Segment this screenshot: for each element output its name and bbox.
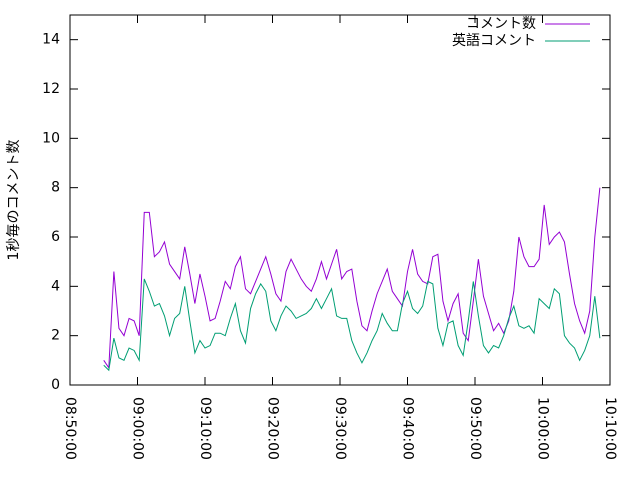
legend-label: 英語コメント [452, 32, 536, 49]
x-tick-label: 09:10:00 [197, 397, 213, 460]
x-tick-label: 10:00:00 [535, 397, 551, 460]
x-tick-label: 10:10:00 [602, 397, 618, 460]
y-tick-label: 6 [51, 229, 60, 245]
y-tick-label: 2 [51, 328, 60, 344]
y-tick-label: 4 [51, 278, 60, 294]
y-tick-label: 14 [42, 32, 60, 48]
plot-frame [69, 14, 611, 386]
x-tick-label: 09:40:00 [400, 397, 416, 460]
x-tick-label: 08:50:00 [62, 397, 78, 460]
x-tick-label: 09:00:00 [130, 397, 146, 460]
x-tick-label: 09:50:00 [467, 397, 483, 460]
y-tick-label: 0 [51, 377, 60, 393]
x-tick-label: 09:20:00 [265, 397, 281, 460]
series-line [103, 278, 601, 372]
y-tick-label: 12 [42, 81, 60, 97]
y-tick-label: 10 [42, 130, 60, 146]
legend-label: コメント数 [466, 16, 536, 32]
series-line [103, 187, 601, 370]
y-tick-label: 8 [51, 180, 60, 196]
x-tick-label: 09:30:00 [332, 397, 348, 460]
y-axis-label: 1秒毎のコメント数 [6, 140, 22, 261]
